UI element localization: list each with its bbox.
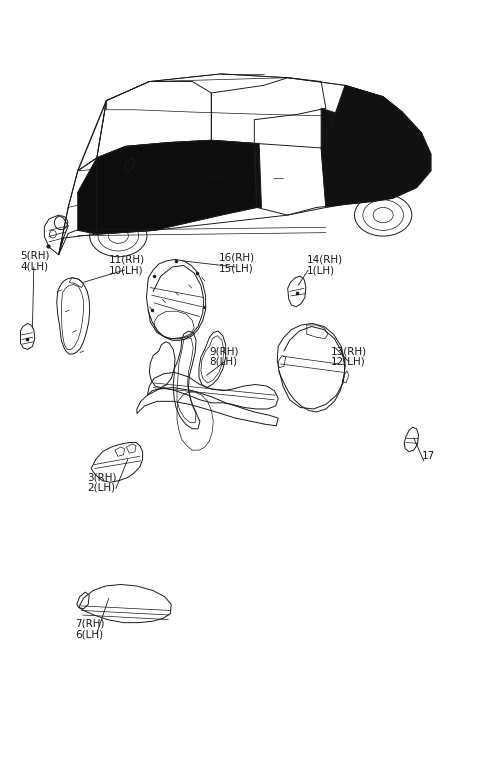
Text: 6(LH): 6(LH) <box>75 630 104 640</box>
Text: 17: 17 <box>421 451 434 461</box>
Text: 8(LH): 8(LH) <box>209 357 237 367</box>
Text: 5(RH): 5(RH) <box>21 251 50 261</box>
Text: 15(LH): 15(LH) <box>218 263 253 273</box>
Text: 4(LH): 4(LH) <box>21 261 48 272</box>
Text: 9(RH): 9(RH) <box>209 346 239 356</box>
Polygon shape <box>254 143 262 208</box>
Text: 14(RH): 14(RH) <box>307 255 343 265</box>
Polygon shape <box>321 85 402 148</box>
Polygon shape <box>321 85 431 208</box>
Text: 10(LH): 10(LH) <box>109 265 144 276</box>
Text: 1(LH): 1(LH) <box>307 265 335 276</box>
Polygon shape <box>78 140 257 234</box>
Text: 12(LH): 12(LH) <box>331 357 365 367</box>
Text: 7(RH): 7(RH) <box>75 619 105 629</box>
Text: 3(RH): 3(RH) <box>87 472 117 483</box>
Text: 16(RH): 16(RH) <box>218 253 255 263</box>
Text: 13(RH): 13(RH) <box>331 346 367 356</box>
Text: 2(LH): 2(LH) <box>87 483 115 493</box>
Text: 11(RH): 11(RH) <box>109 255 145 265</box>
